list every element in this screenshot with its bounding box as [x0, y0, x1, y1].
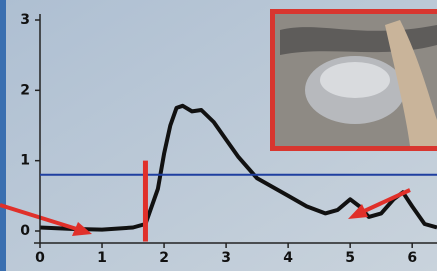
x-tick-label: 5	[345, 250, 355, 266]
chart: 0 1 2 3 0 1 2 3 4 5 6	[0, 0, 437, 271]
x-tick-label: 3	[221, 250, 231, 266]
inset-photo	[270, 9, 437, 151]
x-tick-label: 1	[97, 250, 107, 266]
x-tick-label: 4	[283, 250, 293, 266]
left-edge	[0, 0, 6, 271]
x-tick-label: 6	[407, 250, 417, 266]
y-tick-label: 1	[20, 153, 30, 169]
y-tick-label: 3	[20, 12, 30, 28]
x-tick-label: 2	[159, 250, 169, 266]
x-tick-label: 0	[35, 250, 45, 266]
y-tick-label: 0	[20, 223, 30, 239]
y-tick-label: 2	[20, 82, 30, 98]
